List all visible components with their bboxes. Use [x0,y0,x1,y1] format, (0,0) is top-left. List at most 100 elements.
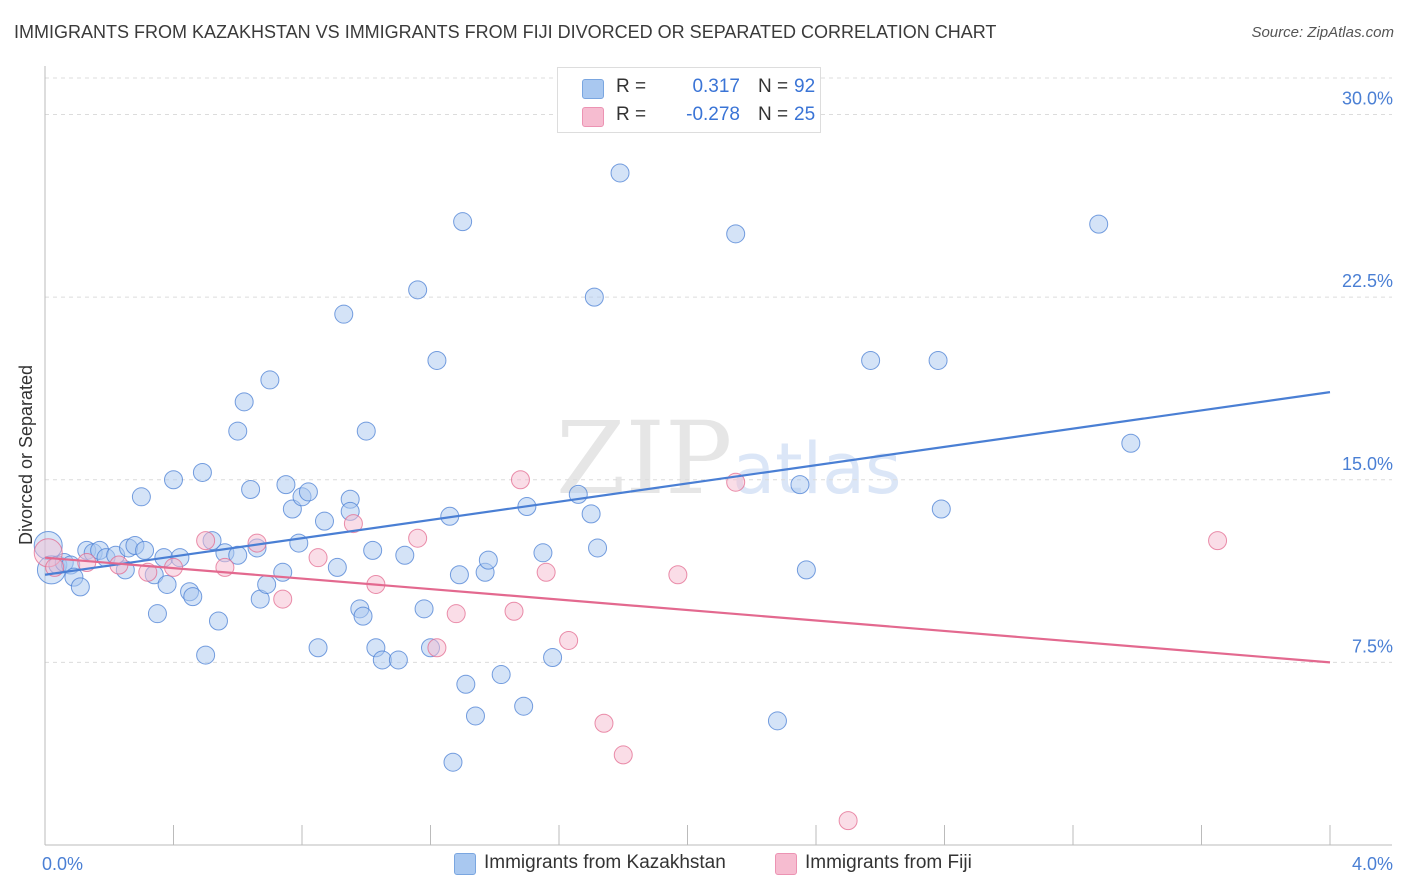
data-point [196,645,216,665]
data-point [308,548,328,568]
data-point [208,611,228,631]
data-point [164,470,183,490]
data-point [138,562,158,582]
data-point [427,350,447,370]
axis-labels: 7.5% 15.0% 22.5% 30.0% 0.0% 4.0% Divorced or S… [16,89,1393,874]
data-point [536,562,556,582]
x-tick-label: 0.0% [42,854,83,874]
data-point [228,421,248,441]
data-point [70,577,90,597]
correlation-legend: R = 0.317 N = 92 R = -0.278 N = 25 [557,67,821,133]
data-point [388,650,408,670]
data-point [584,287,604,307]
data-point [594,713,614,733]
data-point [257,574,277,594]
data-point [308,638,328,658]
source-label: Source: ZipAtlas.com [1251,24,1394,41]
data-point [241,480,261,500]
bottom-legend-label: Immigrants from Fiji [805,852,972,873]
data-point [427,638,447,658]
x-tick-label: 4.0% [1352,854,1393,874]
trend-lines [44,391,1331,664]
data-point [33,531,63,561]
legend-swatch-fiji [582,107,604,127]
legend-r-label: R = [616,76,647,97]
data-point [353,606,373,626]
y-tick-label: 22.5% [1342,271,1393,291]
data-point [408,528,428,548]
data-point [192,462,212,482]
data-point [273,589,293,609]
y-axis-label: Divorced or Separated [16,365,36,545]
data-point [183,587,203,607]
data-point [726,224,746,244]
data-point [465,706,485,726]
data-point [196,531,216,551]
axes [44,66,1392,846]
data-point [147,604,167,624]
data-point [446,604,466,624]
data-point [343,514,363,534]
data-point [453,212,473,232]
data-point [327,557,347,577]
data-point [790,475,810,495]
data-points [33,163,1228,831]
data-point [668,565,688,585]
chart-title: IMMIGRANTS FROM KAZAKHSTAN VS IMMIGRANTS… [14,22,997,42]
data-point [588,538,608,558]
data-point [796,560,816,580]
data-point [408,280,428,300]
data-point [838,811,858,831]
trend-line-fiji [44,556,1331,664]
data-point [363,540,383,560]
watermark-atlas: atlas [732,428,902,510]
data-point [135,540,155,560]
y-tick-label: 15.0% [1342,454,1393,474]
trend-line-kazakhstan [44,391,1331,576]
legend-n-value: 25 [794,104,816,125]
data-point [613,745,633,765]
data-point [767,711,787,731]
data-point [131,487,151,507]
data-point [372,650,392,670]
legend-r-value: -0.278 [686,104,740,125]
data-point [276,475,296,495]
data-point [610,163,630,183]
y-tick-label: 30.0% [1342,89,1393,109]
data-point [456,674,476,694]
series-kazakhstan [33,163,1141,772]
data-point [414,599,434,619]
data-point [478,550,498,570]
legend-r-label: R = [616,104,647,125]
data-point [298,482,318,502]
legend-swatch-kazakhstan [582,79,604,99]
data-point [543,648,563,668]
data-point [157,574,177,594]
data-point [861,350,881,370]
data-point [356,421,376,441]
data-point [491,665,511,685]
data-point [260,370,280,390]
data-point [234,392,254,412]
data-point [504,601,524,621]
bottom-legend-swatch-fiji [775,853,797,875]
legend-n-label: N = [758,104,789,125]
data-point [1089,214,1109,234]
y-tick-label: 7.5% [1352,636,1393,656]
bottom-legend-swatch-kazakhstan [454,853,476,875]
data-point [443,752,463,772]
data-point [334,304,354,324]
data-point [395,545,415,565]
data-point [510,470,530,490]
data-point [314,511,334,531]
data-point [514,696,534,716]
data-point [559,630,579,650]
legend-n-label: N = [758,76,789,97]
legend-r-value: 0.317 [692,76,740,97]
data-point [581,504,601,524]
data-point [1121,433,1141,453]
data-point [931,499,951,519]
data-point [928,350,948,370]
data-point [1208,531,1228,551]
